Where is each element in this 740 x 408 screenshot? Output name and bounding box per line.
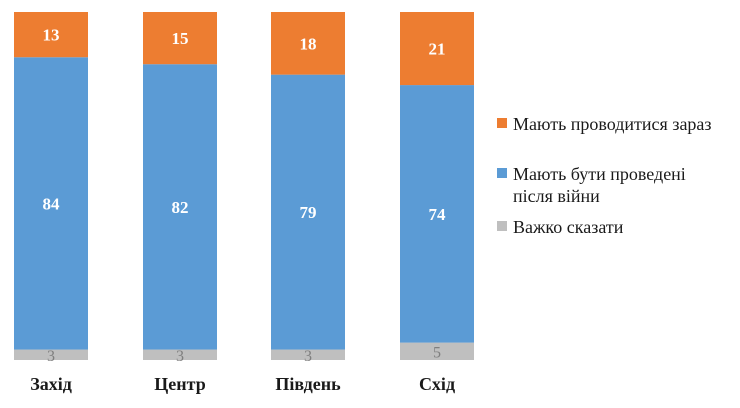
bar-segment-0-0 — [14, 349, 88, 360]
data-label-1-1: 82 — [172, 198, 189, 217]
bar-segment-3-0 — [400, 342, 474, 360]
data-label-1-0: 3 — [176, 348, 184, 365]
legend-marker-2 — [497, 221, 507, 231]
bar-segment-3-2 — [400, 12, 474, 86]
category-label-0: Захід — [30, 374, 72, 394]
data-label-3-1: 74 — [429, 205, 447, 224]
bar-segment-3-1 — [400, 85, 474, 343]
legend-label-2: Важко сказати — [513, 217, 624, 237]
data-label-3-2: 21 — [429, 40, 446, 59]
bar-segment-2-0 — [271, 349, 345, 360]
bar-segment-2-1 — [271, 74, 345, 350]
legend: Мають проводитися зараз Мають бути провед… — [497, 114, 712, 237]
bars-layer — [14, 12, 474, 360]
legend-label-0: Мають проводитися зараз — [513, 114, 712, 134]
data-label-2-1: 79 — [300, 203, 317, 222]
bar-segment-0-1 — [14, 57, 88, 350]
bar-segment-2-2 — [271, 12, 345, 75]
bar-segment-1-0 — [143, 349, 217, 360]
legend-marker-0 — [497, 118, 507, 128]
bar-segment-1-2 — [143, 12, 217, 65]
category-label-2: Південь — [275, 374, 341, 394]
bar-segment-1-1 — [143, 64, 217, 350]
legend-label-1: Мають бути проведені після війни — [513, 164, 686, 206]
legend-marker-1 — [497, 168, 507, 178]
bar-segment-0-2 — [14, 12, 88, 58]
data-label-0-1: 84 — [43, 194, 61, 213]
category-label-1: Центр — [154, 374, 205, 394]
data-label-0-2: 13 — [43, 26, 60, 45]
data-label-0-0: 3 — [47, 348, 55, 365]
value-labels-layer: 3 84 13 3 82 15 3 79 18 5 74 21 — [43, 26, 447, 365]
category-labels-layer: Захід Центр Південь Схід — [30, 374, 455, 394]
data-label-2-0: 3 — [304, 348, 312, 365]
category-label-3: Схід — [419, 374, 455, 394]
data-label-3-0: 5 — [433, 344, 441, 361]
data-label-1-2: 15 — [172, 29, 189, 48]
data-label-2-2: 18 — [300, 34, 317, 53]
